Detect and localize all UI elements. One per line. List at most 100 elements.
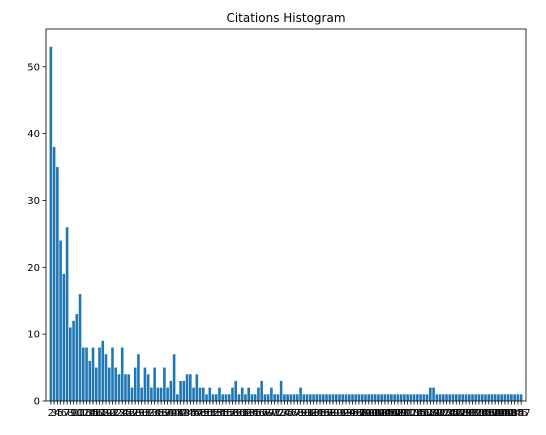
bar-75 xyxy=(286,394,289,401)
x-tick-label: 61 xyxy=(236,408,249,419)
bar-106 xyxy=(386,394,390,401)
x-tick-label: 20 xyxy=(103,408,116,419)
bar-119 xyxy=(429,387,432,401)
bar-41 xyxy=(176,394,179,401)
bar-122 xyxy=(438,394,442,401)
x-tick-label: 100 xyxy=(359,408,378,419)
bar-112 xyxy=(406,394,409,401)
bar-32 xyxy=(146,374,150,401)
bar-18 xyxy=(101,340,105,401)
bar-13 xyxy=(85,347,88,401)
x-tick-label: 39 xyxy=(164,408,177,419)
x-tick-label: 91 xyxy=(333,408,346,419)
bar-77 xyxy=(292,394,296,401)
x-tick-label: 142 xyxy=(495,408,514,419)
x-tick-label: 7 xyxy=(64,408,70,419)
x-tick-label: 41 xyxy=(171,408,184,419)
x-tick-label: 37 xyxy=(158,408,171,419)
bar-147 xyxy=(519,394,523,401)
x-tick-label: 117 xyxy=(414,408,433,419)
x-tick-label: 110 xyxy=(392,408,411,419)
x-tick-label: 145 xyxy=(505,408,524,419)
x-tick-label: 90 xyxy=(330,408,343,419)
bar-95 xyxy=(351,394,354,401)
x-tick-label: 60 xyxy=(233,408,246,419)
x-tick-label: 21 xyxy=(106,408,119,419)
x-tick-label: 15 xyxy=(87,408,100,419)
bar-70 xyxy=(270,387,273,401)
bar-51 xyxy=(208,387,212,401)
bar-109 xyxy=(396,394,400,401)
bar-27 xyxy=(130,387,134,401)
x-tick-label: 122 xyxy=(431,408,450,419)
x-tick-label: 69 xyxy=(262,408,275,419)
bar-134 xyxy=(477,394,481,401)
x-tick-label: 66 xyxy=(252,408,265,419)
x-tick-label: 140 xyxy=(489,408,508,419)
bar-117 xyxy=(422,394,426,401)
x-tick-label: 92 xyxy=(336,408,349,419)
bar-35 xyxy=(156,387,160,401)
x-tick-label: 2 xyxy=(48,408,54,419)
x-tick-label: 25 xyxy=(119,408,132,419)
bar-136 xyxy=(484,394,487,401)
bar-15 xyxy=(91,347,95,401)
bar-83 xyxy=(312,394,315,401)
x-tick-label: 144 xyxy=(502,408,521,419)
x-tick-label: 5 xyxy=(57,408,63,419)
bar-139 xyxy=(493,394,497,401)
x-tick-label: 139 xyxy=(486,408,505,419)
bars-group xyxy=(49,46,523,401)
bar-49 xyxy=(202,387,205,401)
bar-103 xyxy=(377,394,380,401)
bar-33 xyxy=(150,387,153,401)
bar-98 xyxy=(360,394,364,401)
x-tick-label: 127 xyxy=(447,408,466,419)
bar-42 xyxy=(179,380,182,401)
x-tick-label: 128 xyxy=(450,408,469,419)
x-tick-label: 52 xyxy=(207,408,220,419)
x-tick-label: 32 xyxy=(142,408,155,419)
x-tick-label: 68 xyxy=(259,408,272,419)
bar-62 xyxy=(244,394,247,401)
x-tick-label: 48 xyxy=(194,408,207,419)
x-tick-label: 143 xyxy=(499,408,518,419)
bar-113 xyxy=(409,394,413,401)
bar-30 xyxy=(140,387,143,401)
x-tick-label: 101 xyxy=(362,408,381,419)
bar-144 xyxy=(510,394,513,401)
x-tick-label: 86 xyxy=(317,408,330,419)
x-tick-label: 96 xyxy=(349,408,362,419)
bar-19 xyxy=(104,354,108,401)
x-tick-label: 9 xyxy=(70,408,76,419)
bar-26 xyxy=(127,374,130,401)
x-tick-label: 72 xyxy=(272,408,285,419)
bar-123 xyxy=(442,394,445,401)
bar-72 xyxy=(276,394,280,401)
x-tick-label: 45 xyxy=(184,408,197,419)
bar-59 xyxy=(234,380,238,401)
bar-66 xyxy=(257,387,260,401)
bar-104 xyxy=(380,394,383,401)
bar-92 xyxy=(341,394,345,401)
bar-126 xyxy=(451,394,455,401)
x-tick-label: 58 xyxy=(226,408,239,419)
bar-63 xyxy=(247,387,250,401)
bar-89 xyxy=(331,394,335,401)
x-tick-label: 50 xyxy=(200,408,213,419)
bar-21 xyxy=(111,347,114,401)
bar-16 xyxy=(94,367,98,401)
bar-141 xyxy=(500,394,503,401)
x-tick-label: 93 xyxy=(340,408,353,419)
x-tick-label: 22 xyxy=(109,408,122,419)
x-tick-label: 10 xyxy=(70,408,83,419)
bar-108 xyxy=(393,394,396,401)
bar-3 xyxy=(52,146,56,401)
bar-82 xyxy=(309,394,312,401)
x-tick-label: 14 xyxy=(83,408,96,419)
bar-61 xyxy=(240,387,244,401)
bar-79 xyxy=(299,387,302,401)
x-tick-label: 81 xyxy=(301,408,314,419)
bar-90 xyxy=(334,394,338,401)
